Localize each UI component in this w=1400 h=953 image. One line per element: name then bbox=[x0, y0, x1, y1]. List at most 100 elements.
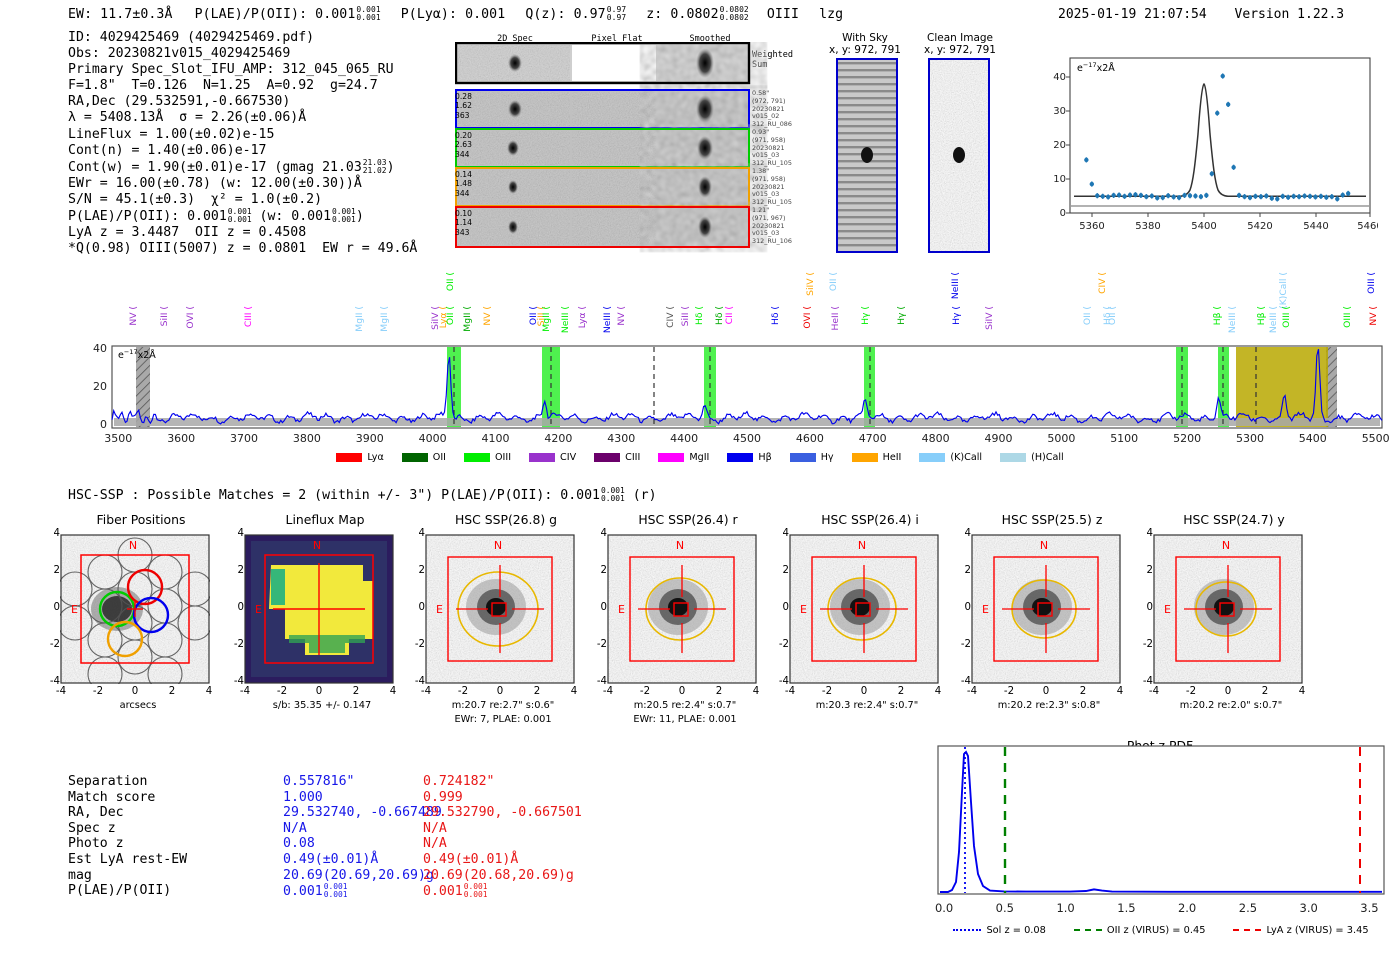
thumb-image-4[interactable]: NE bbox=[789, 534, 939, 684]
line-label-SiII-20: SiII ( bbox=[680, 306, 692, 327]
thumb-2-xtick-2: 0 bbox=[496, 686, 504, 697]
legend-swatch-8 bbox=[851, 452, 878, 462]
thumb-1-ytick-4: -4 bbox=[233, 676, 244, 687]
phot-z-pdf-legend: Sol z = 0.08 OII z (VIRUS) = 0.45 LyA z (V… bbox=[930, 925, 1392, 936]
line-label-CIV-35: CIV ( bbox=[1097, 272, 1109, 294]
info-radec: RA,Dec (29.532591,-0.667530) bbox=[68, 94, 291, 110]
spec2d-col-title-smoothed: Smoothed bbox=[689, 34, 731, 44]
legend-label-8: HeII bbox=[882, 452, 902, 463]
thumb-3-ytick-0: 4 bbox=[600, 528, 607, 539]
thumb-3-xtick-1: -2 bbox=[639, 686, 651, 697]
thumb-image-6[interactable]: NE bbox=[1153, 534, 1303, 684]
hsc-header-hi: 0.001 bbox=[600, 486, 625, 495]
thumb-5-xtick-1: -2 bbox=[1003, 686, 1015, 697]
line-label-SiIV-33: SiIV ( bbox=[984, 306, 996, 330]
thumb-image-5[interactable]: NE bbox=[971, 534, 1121, 684]
match-row-1-label: Match score bbox=[68, 789, 156, 805]
info-plae-mid: (w: 0.001 bbox=[251, 208, 332, 224]
svg-text:0.5: 0.5 bbox=[996, 901, 1014, 915]
legend-label-0: Lyα bbox=[367, 452, 384, 463]
header-plae-label: P(LAE)/P(OII): bbox=[194, 6, 308, 22]
info-cont-w-hi: 21.03 bbox=[362, 157, 387, 167]
line-label-H-40: Hβ ( bbox=[1256, 306, 1268, 326]
header-timestamp-version: 2025-01-19 21:07:54 Version 1.22.3 bbox=[1058, 7, 1344, 22]
with-sky-title: With Sky bbox=[820, 32, 910, 44]
svg-text:N: N bbox=[1222, 539, 1230, 552]
match-row-4-red: N/A bbox=[423, 836, 447, 852]
thumb-3-xtick-3: 2 bbox=[715, 686, 723, 697]
thumb-5-ytick-2: 0 bbox=[964, 602, 971, 613]
thumb-title-5: HSC SSP(25.5) z bbox=[1001, 512, 1103, 527]
svg-text:4300: 4300 bbox=[607, 432, 635, 445]
thumb-6-ytick-2: 0 bbox=[1146, 602, 1153, 613]
svg-text:4500: 4500 bbox=[733, 432, 761, 445]
thumb-title-0: Fiber Positions bbox=[96, 512, 186, 527]
row0-l2: 363 bbox=[455, 110, 470, 120]
line-label-H-38: Hβ ( bbox=[1212, 306, 1224, 326]
svg-text:1.0: 1.0 bbox=[1056, 901, 1074, 915]
legend-entry-H: Hγ bbox=[789, 452, 834, 463]
svg-text:e−17x2Å: e−17x2Å bbox=[1077, 61, 1115, 74]
row3-r3: v015_03 bbox=[752, 229, 780, 238]
svg-text:5300: 5300 bbox=[1236, 432, 1264, 445]
with-sky-cutout bbox=[836, 58, 898, 253]
thumb-5-ytick-4: -4 bbox=[960, 676, 971, 687]
spec2d-panels-svg bbox=[455, 42, 751, 248]
legend-swatch-3 bbox=[529, 452, 556, 462]
thumb-image-3[interactable]: NE bbox=[607, 534, 757, 684]
header-plya-label: P(Lyα): bbox=[400, 6, 458, 22]
svg-text:5440: 5440 bbox=[1303, 221, 1328, 232]
thumb-1-xtick-0: -4 bbox=[239, 686, 251, 697]
row1-r0: 0.93" bbox=[752, 128, 770, 136]
match-row-6-blue: 20.69(20.69,20.69)g bbox=[283, 867, 434, 883]
thumb-caption1-0: arcsecs bbox=[119, 700, 157, 711]
header-plae-lo: 0.001 bbox=[356, 12, 381, 22]
header-z-hi: 0.0802 bbox=[719, 5, 749, 14]
thumb-3-ytick-1: 2 bbox=[600, 565, 607, 576]
row3-l2: 343 bbox=[455, 227, 470, 237]
row1-r1: (971, 958) bbox=[752, 135, 786, 144]
match-row-6-label: mag bbox=[68, 867, 92, 883]
thumb-image-1[interactable]: NE bbox=[244, 534, 394, 684]
info-plae-w-hi: 0.001 bbox=[332, 206, 356, 216]
spec2d-col-title-pixelflat: Pixel Flat bbox=[591, 34, 643, 44]
with-sky-coords: x, y: 972, 791 bbox=[829, 44, 901, 56]
full-spectrum-panel: 40 20 0 e−17x2Å 3500 3600 3700 3800 3900 4000 41… bbox=[60, 268, 1390, 448]
legend-swatch-0 bbox=[336, 452, 363, 462]
header-flag: lzg bbox=[819, 6, 844, 22]
svg-text:5500: 5500 bbox=[1362, 432, 1390, 445]
pdf-legend-entry-1: OII z (VIRUS) = 0.45 bbox=[1073, 925, 1205, 936]
thumb-1-ytick-3: -2 bbox=[233, 639, 244, 650]
line-label-OVI-25: OVI ( bbox=[801, 306, 813, 329]
spec2d-row-left-labels: 0.28 1.62 363 0.20 2.63 344 0.14 1.48 344 0.10… bbox=[455, 92, 472, 248]
legend-entry-HeII: HeII bbox=[851, 452, 902, 463]
thumb-4-xtick-2: 0 bbox=[860, 686, 868, 697]
row1-r2: 20230821 bbox=[752, 143, 785, 152]
svg-text:E: E bbox=[71, 603, 78, 616]
thumb-caption2-3: EWr: 11, PLAE: 0.001 bbox=[633, 714, 737, 725]
thumb-caption1-6: m:20.2 re:2.0" s:0.7" bbox=[1179, 700, 1283, 711]
thumb-2-ytick-2: 0 bbox=[418, 602, 425, 613]
svg-text:20: 20 bbox=[93, 380, 107, 393]
thumb-1-xtick-4: 4 bbox=[389, 686, 397, 697]
svg-text:2.0: 2.0 bbox=[1178, 901, 1196, 915]
thumb-4-ytick-4: -4 bbox=[778, 676, 789, 687]
thumb-2-xtick-4: 4 bbox=[570, 686, 578, 697]
svg-text:0.0: 0.0 bbox=[935, 901, 953, 915]
thumb-title-2: HSC SSP(26.8) g bbox=[454, 512, 558, 527]
svg-text:5460: 5460 bbox=[1357, 221, 1378, 232]
legend-label-1: OII bbox=[432, 452, 446, 463]
thumb-5-xtick-4: 4 bbox=[1116, 686, 1124, 697]
line-label-H-30: Hγ ( bbox=[896, 306, 907, 325]
thumb-1-ytick-0: 4 bbox=[237, 528, 244, 539]
thumb-5-ytick-3: -2 bbox=[960, 639, 971, 650]
legend-entry-HCall: (H)Call bbox=[1000, 452, 1064, 463]
thumb-image-0[interactable]: NE bbox=[60, 534, 210, 684]
info-cont-n: Cont(n) = 1.40(±0.06)e-17 bbox=[68, 142, 267, 158]
match-row-3-blue: N/A bbox=[283, 820, 307, 836]
pdf-legend-entry-0: Sol z = 0.08 bbox=[953, 925, 1046, 936]
info-primary-spec: Primary Spec_Slot_IFU_AMP: 312_045_065_R… bbox=[68, 62, 394, 78]
thumb-3-xtick-0: -4 bbox=[602, 686, 614, 697]
svg-text:3700: 3700 bbox=[230, 432, 258, 445]
thumb-image-2[interactable]: NE bbox=[425, 534, 575, 684]
